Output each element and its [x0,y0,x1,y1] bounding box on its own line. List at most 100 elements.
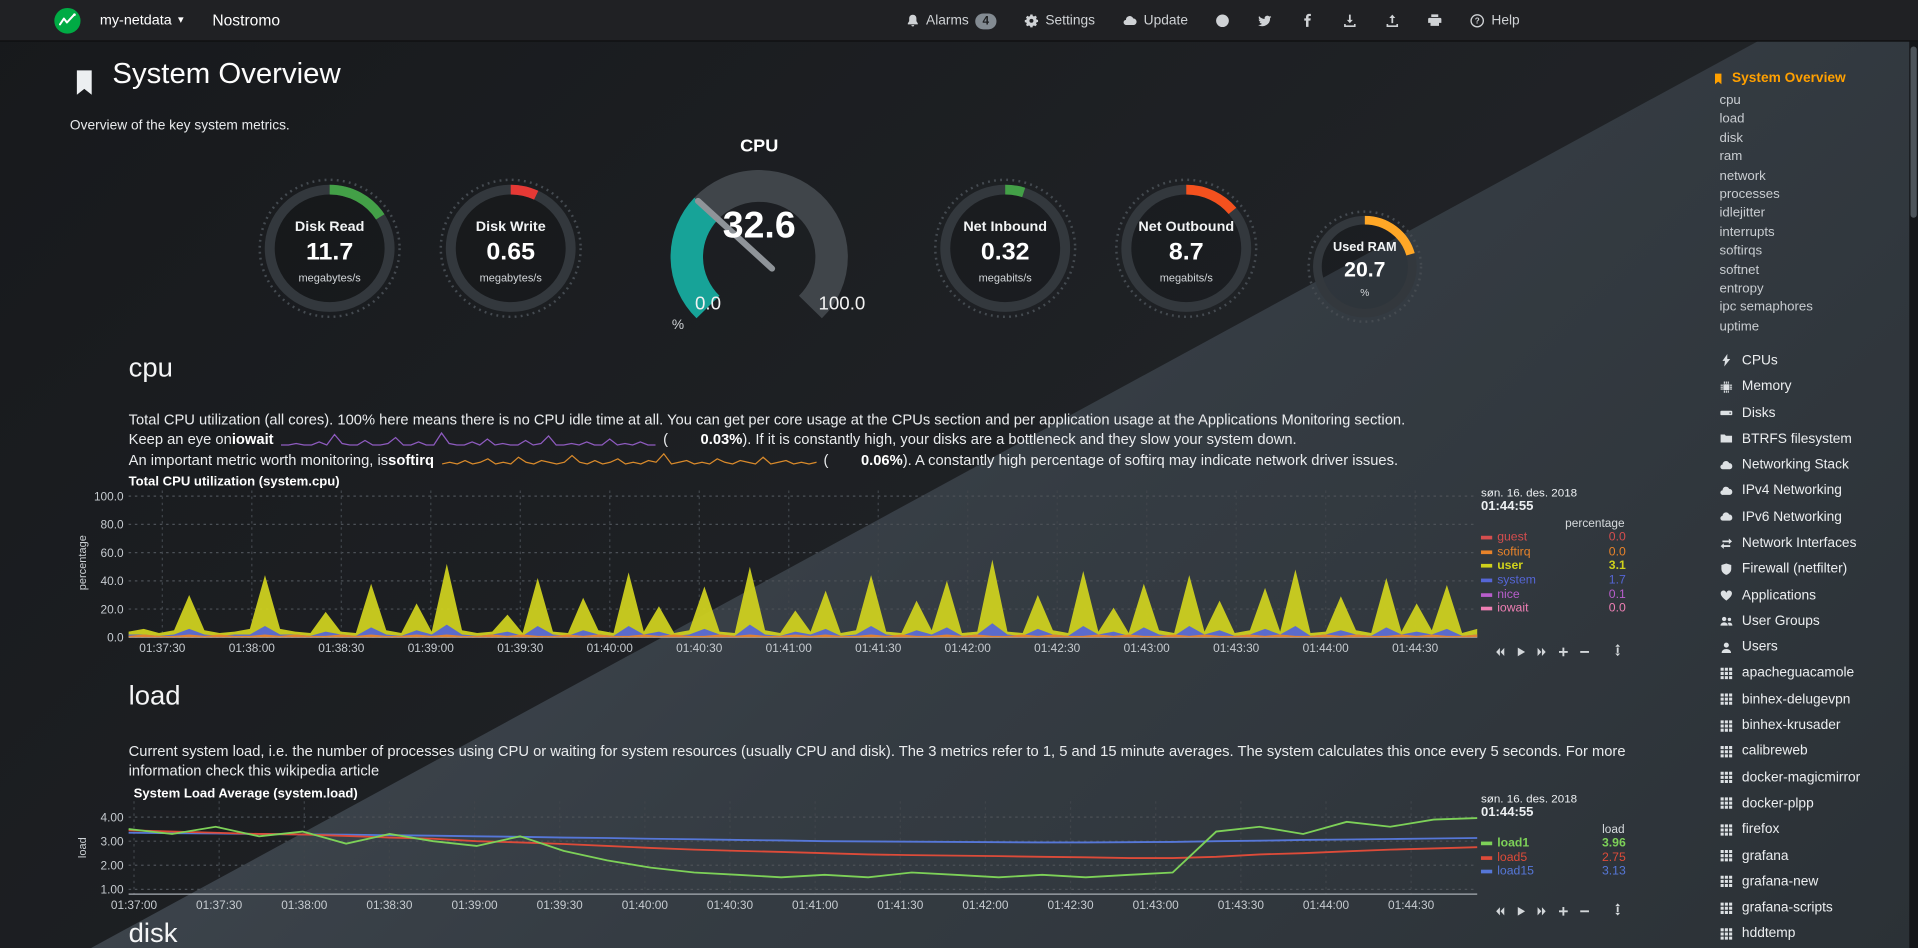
gauge-disk-read[interactable]: Disk Read 11.7 megabytes/s [256,176,403,326]
gauge-disk-write[interactable]: Disk Write 0.65 megabytes/s [437,176,584,326]
legend-series-name: system [1497,573,1536,588]
nav-download[interactable] [1343,13,1358,28]
sidebar-item-network-interfaces[interactable]: Network Interfaces [1708,530,1909,556]
forward-icon [1537,647,1546,656]
chart-minus-button[interactable] [1578,641,1590,653]
sidebar-item-user-groups[interactable]: User Groups [1708,608,1909,634]
sidebar-item-docker-plpp[interactable]: docker-plpp [1708,791,1909,817]
nav-print[interactable] [1428,13,1443,28]
svg-text:01:40:00: 01:40:00 [622,899,669,912]
sidebar-item-load[interactable]: load [1719,111,1745,127]
sidebar-item-grafana-new[interactable]: grafana-new [1708,869,1909,895]
nav-twitter[interactable] [1258,13,1273,28]
legend-entry-iowait[interactable]: iowait 0.0 [1480,602,1626,616]
chart-forward-button[interactable] [1536,900,1548,916]
chart-plus-button[interactable] [1557,900,1569,916]
sidebar-item-uptime[interactable]: uptime [1719,319,1760,334]
sidebar-item-firewall-netfilter[interactable]: Firewall (netfilter) [1708,556,1909,582]
gauge-value: 0.65 [486,237,536,265]
page-scrollbar[interactable] [1909,41,1918,948]
chart-play-button[interactable] [1515,900,1527,916]
sidebar-item-processes[interactable]: processes [1719,187,1780,202]
sidebar-item-calibreweb[interactable]: calibreweb [1708,738,1909,764]
nav-github[interactable] [1215,13,1230,28]
load-heading: load [128,680,181,711]
grid-icon [1720,902,1733,914]
sidebar-item-network[interactable]: network [1719,168,1766,184]
sidebar-item-idlejitter[interactable]: idlejitter [1719,206,1766,221]
sidebar-item-softirqs[interactable]: softirqs [1719,243,1763,259]
sidebar-item-softnet[interactable]: softnet [1719,262,1760,278]
nav-upload[interactable] [1385,13,1400,28]
svg-text:3.00: 3.00 [101,836,125,849]
sidebar-item-btrfs-filesystem[interactable]: BTRFS filesystem [1708,426,1909,452]
svg-text:01:37:30: 01:37:30 [139,642,186,655]
legend-series-value: 1.7 [1608,573,1626,588]
sidebar-item-apacheguacamole[interactable]: apacheguacamole [1708,660,1909,686]
gauge-net-inbound[interactable]: Net Inbound 0.32 megabits/s [932,176,1079,326]
sidebar-item-cpu[interactable]: cpu [1719,92,1741,108]
sidebar-item-cpus[interactable]: CPUs [1708,348,1909,374]
sidebar-item-docker-magicmirror[interactable]: docker-magicmirror [1708,765,1909,791]
sidebar-item-firefox[interactable]: firefox [1708,817,1909,843]
sidebar-item-ipc-semaphores[interactable]: ipc semaphores [1719,300,1813,315]
page-title: System Overview [112,57,341,90]
softirq-sparkline [441,452,817,465]
gauge-net-outbound[interactable]: Net Outbound 8.7 megabits/s [1113,176,1260,326]
legend-entry-user[interactable]: user 3.1 [1480,559,1626,573]
chart-plus-button[interactable] [1557,641,1569,656]
legend-entry-guest[interactable]: guest 0.0 [1480,531,1626,545]
svg-text:01:39:00: 01:39:00 [408,642,455,655]
sidebar-item-grafana-scripts[interactable]: grafana-scripts [1708,895,1909,921]
sidebar-item-ipv6-networking[interactable]: IPv6 Networking [1708,504,1909,530]
legend-swatch [1480,856,1493,860]
chart-play-button[interactable] [1515,641,1527,656]
softirq-pre: An important metric worth monitoring, is [128,451,389,469]
resize-handle[interactable] [1611,899,1625,916]
sidebar-item-networking-stack[interactable]: Networking Stack [1708,452,1909,478]
legend-entry-system[interactable]: system 1.7 [1480,573,1626,588]
paren: ( [823,451,829,469]
sidebar-item-label: apacheguacamole [1741,666,1855,681]
sidebar-item-binhex-delugevpn[interactable]: binhex-delugevpn [1708,686,1909,712]
sidebar-item-disk[interactable]: disk [1719,130,1743,146]
netdata-logo[interactable] [54,7,81,34]
chart-backward-button[interactable] [1493,641,1505,656]
gauge-cpu[interactable]: CPU 32.6 0.0 100.0 % [622,137,897,347]
gauge-used-ram[interactable]: Used RAM 20.7 % [1305,208,1425,332]
sidebar-item-binhex-krusader[interactable]: binhex-krusader [1708,712,1909,738]
chart-forward-button[interactable] [1536,641,1548,656]
resize-handle[interactable] [1611,640,1625,657]
cpu-chart-plot[interactable]: 100.0 80.0 60.0 40.0 20.0 0.0 01:37:30 01:38:00… [75,487,1499,658]
sidebar-item-users[interactable]: Users [1708,634,1909,660]
legend-entry-nice[interactable]: nice 0.1 [1480,588,1626,602]
sidebar-item-hddtemp[interactable]: hddtemp [1708,921,1909,947]
legend-entry-load1[interactable]: load1 3.96 [1480,837,1626,851]
my-netdata-menu[interactable]: my-netdata ▾ [100,13,184,28]
sidebar-item-entropy[interactable]: entropy [1719,281,1764,297]
sidebar-item-disks[interactable]: Disks [1708,400,1909,426]
nav-facebook[interactable] [1300,13,1315,28]
nav-settings[interactable]: Settings [1024,13,1095,28]
legend-entry-load15[interactable]: load15 3.13 [1480,865,1626,879]
load-chart-toolbar [1493,900,1590,916]
legend-entry-load5[interactable]: load5 2.75 [1480,851,1626,865]
sidebar-item-ram[interactable]: ram [1719,149,1743,165]
nav-update[interactable]: Update [1122,13,1188,28]
sidebar-item-memory[interactable]: Memory [1708,374,1909,400]
sidebar-item-ipv4-networking[interactable]: IPv4 Networking [1708,478,1909,504]
load-chart-plot[interactable]: 4.00 3.00 2.00 1.00 01:37:00 01:37:30 01:38:00… [75,793,1499,915]
chart-backward-button[interactable] [1493,900,1505,916]
nav-alarms[interactable]: Alarms 4 [905,12,997,29]
legend-series-name: softirq [1497,545,1531,559]
scrollbar-thumb[interactable] [1910,46,1917,218]
chart-minus-button[interactable] [1578,900,1590,912]
resize-icon [1615,903,1621,916]
sidebar-item-interrupts[interactable]: interrupts [1719,224,1775,240]
gauge-text: Net Inbound 0.32 megabits/s [932,176,1079,326]
nav-help[interactable]: ? Help [1470,13,1520,28]
sidebar-item-system-overview[interactable]: System Overview [1708,71,1909,86]
legend-entry-softirq[interactable]: softirq 0.0 [1480,545,1626,559]
sidebar-item-applications[interactable]: Applications [1708,582,1909,608]
sidebar-item-grafana[interactable]: grafana [1708,843,1909,869]
